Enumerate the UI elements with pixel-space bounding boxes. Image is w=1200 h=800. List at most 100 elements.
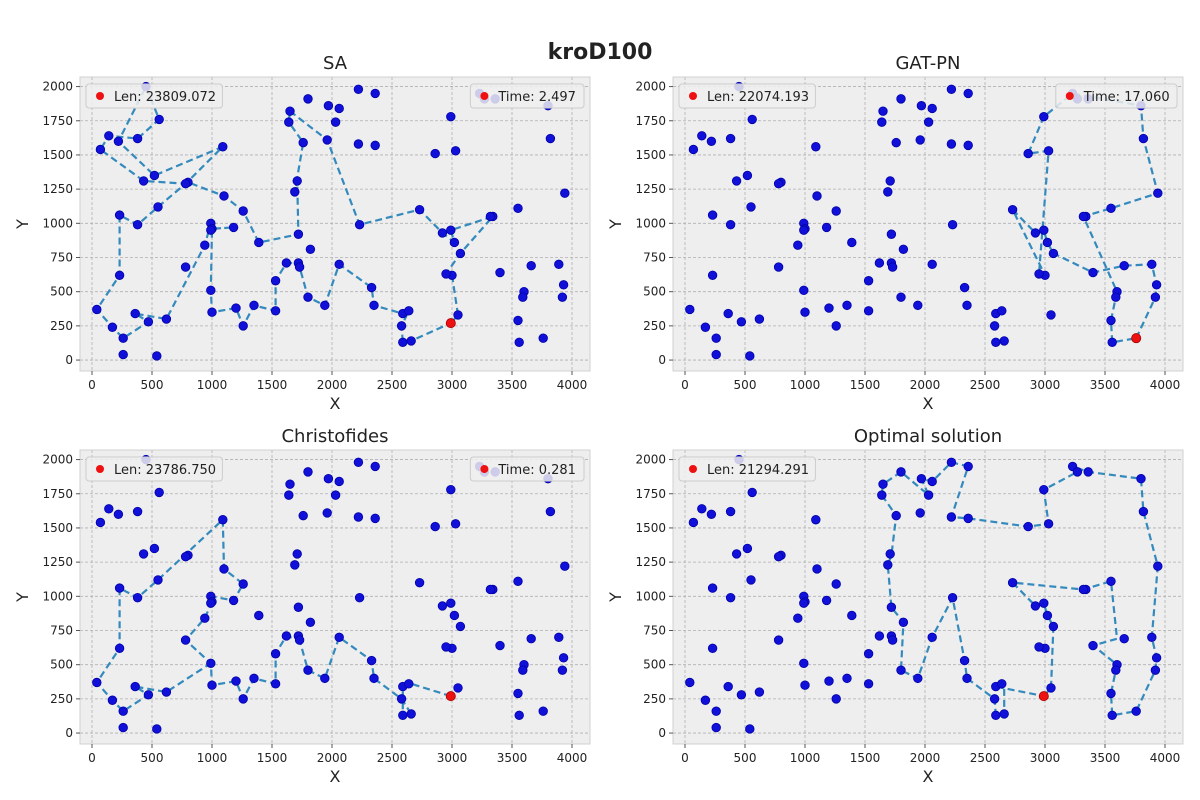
city-point (526, 261, 536, 271)
city-point (334, 632, 344, 643)
city-point (1030, 228, 1041, 238)
city-point (697, 131, 707, 141)
city-point (1088, 267, 1098, 278)
city-point (811, 515, 821, 525)
city-point (746, 202, 756, 212)
x-tick-label: 500 (734, 378, 757, 392)
subplot-4: 0 500 1000 1500 2000 2500 3000 3500 4000 0 250 500 7… (606, 426, 1184, 786)
city-point (887, 635, 898, 645)
city-point (218, 515, 228, 525)
city-point (366, 655, 377, 666)
city-point (446, 598, 456, 608)
x-tick-label: 0 (88, 751, 96, 765)
city-point (799, 225, 809, 235)
city-point (450, 146, 461, 156)
city-point (293, 229, 304, 239)
city-point (874, 631, 885, 641)
city-point (132, 506, 143, 517)
city-point (281, 258, 292, 268)
city-point (898, 244, 909, 254)
city-point (877, 117, 887, 127)
city-point (513, 203, 523, 213)
city-point (538, 706, 548, 716)
city-point (138, 549, 149, 559)
city-point (1106, 203, 1116, 213)
city-point (1007, 204, 1018, 215)
city-point (513, 315, 523, 326)
city-point (323, 101, 334, 111)
city-point (154, 114, 164, 125)
city-point (800, 680, 810, 690)
y-tick-label: 500 (643, 658, 666, 672)
city-point (1042, 237, 1053, 248)
city-point (206, 225, 216, 235)
city-point (1048, 621, 1059, 632)
y-tick-label: 1500 (42, 521, 73, 535)
city-point (206, 285, 216, 296)
y-tick-label: 250 (643, 692, 666, 706)
x-tick-label: 3500 (1090, 378, 1121, 392)
city-point (284, 490, 294, 500)
city-point (495, 640, 505, 651)
city-point (353, 512, 364, 522)
x-tick-label: 2500 (970, 378, 1001, 392)
y-tick-label: 750 (50, 251, 73, 265)
x-tick-label: 4000 (557, 378, 588, 392)
city-point (962, 300, 972, 311)
city-point (793, 240, 803, 250)
city-point (219, 564, 229, 574)
city-point (959, 282, 970, 293)
city-point (896, 292, 906, 302)
city-point (685, 304, 695, 315)
city-point (1034, 269, 1044, 279)
legend-box (469, 83, 585, 109)
city-point (334, 259, 344, 270)
legend-box (85, 456, 223, 482)
city-point (959, 655, 970, 666)
city-point (736, 690, 747, 700)
city-point (847, 237, 857, 248)
city-point (863, 679, 874, 689)
city-point (453, 310, 463, 320)
city-point (1034, 642, 1044, 652)
x-tick-label: 0 (88, 378, 96, 392)
city-point (303, 292, 313, 302)
y-tick-label: 1500 (635, 521, 666, 535)
city-point (927, 632, 937, 643)
y-tick-label: 1500 (42, 148, 73, 162)
city-point (1039, 598, 1049, 608)
city-point (238, 321, 248, 331)
city-point (885, 549, 895, 559)
city-point (366, 282, 377, 293)
city-point (290, 560, 300, 570)
y-tick-label: 1000 (635, 216, 666, 230)
city-point (1119, 634, 1129, 644)
city-point (742, 543, 753, 554)
city-point (947, 219, 958, 230)
city-point (305, 617, 316, 627)
city-point (206, 598, 216, 608)
city-point (353, 457, 364, 468)
city-point (685, 677, 695, 688)
city-point (292, 176, 302, 186)
city-point (270, 276, 281, 286)
x-tick-label: 3000 (1030, 751, 1061, 765)
city-point (831, 206, 841, 216)
x-tick-label: 3000 (437, 378, 468, 392)
city-point (915, 135, 925, 145)
city-point (747, 114, 757, 125)
city-point (1153, 188, 1163, 198)
city-point (799, 598, 809, 608)
city-point (398, 337, 408, 347)
city-point (885, 176, 895, 186)
city-point (207, 680, 217, 690)
x-tick-label: 4000 (1150, 751, 1181, 765)
x-tick-label: 1500 (850, 751, 881, 765)
city-point (991, 337, 1001, 347)
city-point (305, 244, 316, 254)
city-point (485, 211, 496, 222)
city-point (130, 681, 140, 692)
city-point (915, 508, 925, 518)
city-point (887, 262, 898, 272)
